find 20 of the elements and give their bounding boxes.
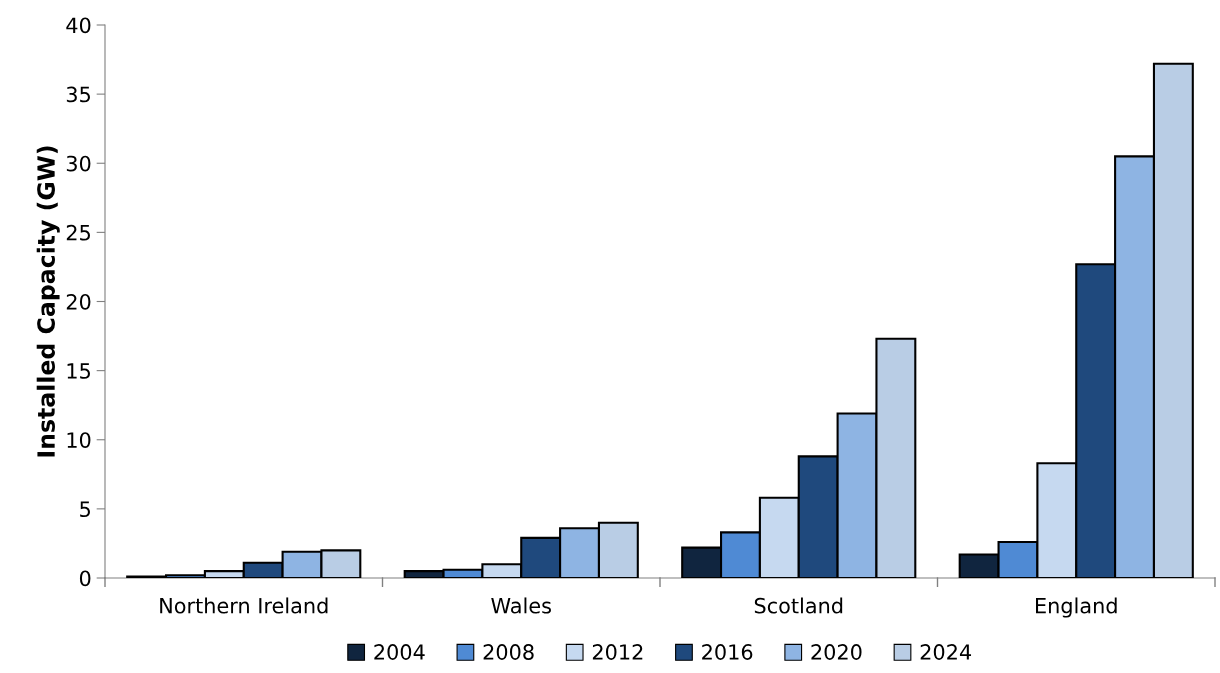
y-tick-label: 35 bbox=[66, 86, 90, 103]
x-tick-label: Northern Ireland bbox=[160, 597, 328, 614]
y-axis-title: Installed Capacity (GW) bbox=[36, 146, 60, 457]
x-tick-label: England bbox=[1036, 597, 1117, 618]
x-tick-label: Wales bbox=[491, 597, 551, 614]
legend-label: 2004 bbox=[374, 644, 425, 660]
y-tick-label: 5 bbox=[80, 501, 90, 518]
y-tick-label: 10 bbox=[67, 432, 91, 448]
legend-label: 2020 bbox=[811, 644, 862, 660]
y-tick-label: 20 bbox=[66, 293, 91, 310]
x-tick-label: Scotland bbox=[754, 597, 843, 614]
legend-label: 2008 bbox=[483, 644, 534, 660]
y-tick-label: 40 bbox=[66, 17, 91, 34]
legend-label: 2016 bbox=[702, 644, 753, 660]
legend-label: 2024 bbox=[920, 644, 972, 660]
y-tick-label: 25 bbox=[66, 224, 90, 241]
y-tick-label: 0 bbox=[79, 570, 91, 587]
legend-label: 2012 bbox=[592, 644, 643, 660]
y-tick-label: 30 bbox=[66, 155, 91, 172]
y-tick-label: 15 bbox=[67, 363, 90, 379]
